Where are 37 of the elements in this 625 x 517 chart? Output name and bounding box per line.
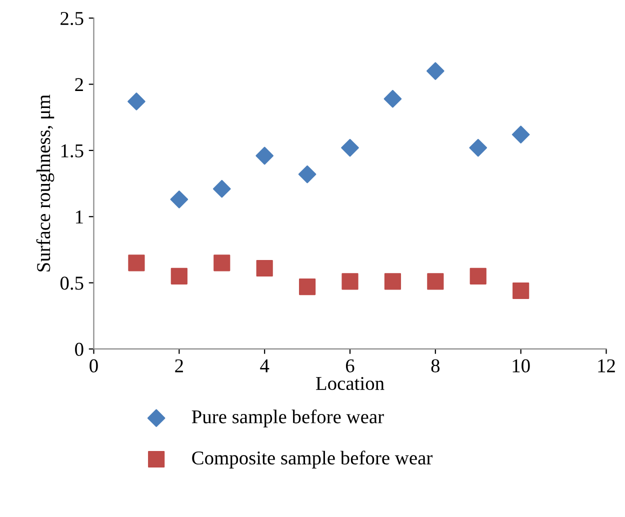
y-tick-label: 1	[76, 210, 83, 224]
point	[298, 278, 316, 296]
x-axis-title: Location	[316, 376, 384, 390]
x-tick-label: 10	[512, 359, 530, 372]
x-tick-label: 4	[260, 359, 270, 372]
point	[128, 254, 145, 272]
point	[384, 90, 402, 108]
point	[427, 273, 444, 290]
point	[212, 180, 231, 198]
y-axis-title: Surface roughness, μm	[36, 94, 54, 272]
point	[298, 165, 316, 184]
point	[384, 273, 402, 290]
y-tick-label: 2.5	[60, 12, 84, 26]
point	[512, 126, 530, 144]
y-tick-label: 0.5	[60, 276, 84, 290]
point	[469, 138, 488, 157]
point	[256, 260, 273, 277]
x-tick-label: 0	[90, 359, 98, 372]
point	[214, 254, 230, 272]
x-tick-label: 8	[431, 359, 440, 372]
legend-label: Pure sample before wear	[192, 409, 384, 428]
y-tick-label: 2	[75, 78, 83, 92]
x-tick-label: 2	[175, 359, 183, 372]
point	[256, 146, 274, 165]
x-tick-label: 6	[346, 359, 354, 372]
point	[341, 138, 359, 157]
point	[426, 62, 444, 80]
point	[170, 190, 188, 208]
y-tick-label: 1.5	[61, 144, 84, 158]
x-tick-label: 12	[598, 359, 615, 372]
point	[342, 273, 358, 290]
legend-label: Composite sample before wear	[192, 450, 433, 468]
point	[170, 268, 188, 284]
point	[512, 282, 530, 300]
point	[470, 268, 486, 284]
point	[128, 92, 146, 110]
y-tick-label: 0	[75, 342, 84, 356]
